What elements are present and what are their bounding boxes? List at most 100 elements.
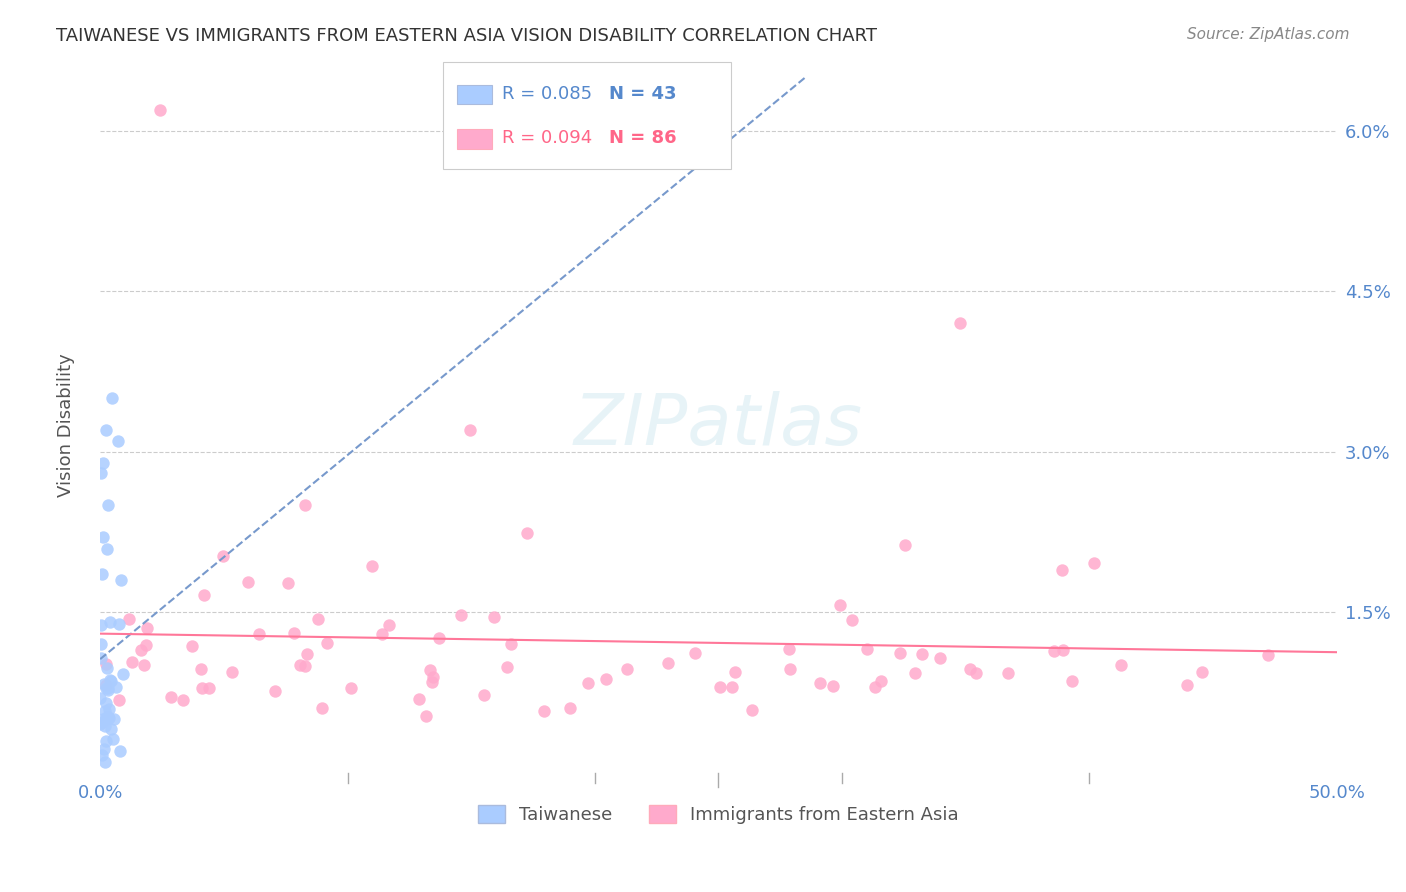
Point (415, 708, 437, 723)
Point (360, 559, 382, 574)
Point (97, 702, 120, 716)
Point (129, 642, 152, 657)
Point (118, 612, 141, 626)
Point (94, 657, 117, 671)
Point (149, 103, 172, 117)
Point (172, 693, 194, 707)
Point (316, 636, 339, 650)
Point (100, 722, 122, 736)
Point (97, 682, 120, 697)
Point (720, 680, 742, 694)
Point (949, 317, 972, 331)
Point (889, 647, 911, 661)
Point (93, 676, 115, 690)
Point (959, 662, 981, 676)
Point (1191, 665, 1213, 679)
Point (90, 467, 112, 481)
Point (103, 712, 125, 726)
Point (180, 639, 202, 653)
Point (450, 607, 472, 622)
Text: R = 0.085: R = 0.085 (502, 85, 592, 103)
Text: ZIPatlas: ZIPatlas (574, 391, 863, 459)
Point (96, 661, 118, 675)
Point (821, 679, 844, 693)
Point (94, 704, 117, 718)
Point (247, 626, 270, 640)
Point (90, 747, 112, 762)
Point (94, 681, 117, 695)
Point (741, 703, 763, 717)
Point (657, 656, 679, 670)
Point (311, 700, 333, 714)
Point (779, 662, 801, 676)
Point (427, 631, 450, 645)
Point (378, 618, 401, 632)
Text: R = 0.094: R = 0.094 (502, 129, 592, 147)
Point (190, 662, 212, 676)
Point (724, 665, 747, 679)
Point (101, 731, 124, 746)
Point (121, 656, 143, 670)
Point (90, 637, 112, 651)
Point (193, 588, 215, 602)
Point (295, 647, 318, 661)
Point (371, 626, 394, 640)
Point (709, 680, 731, 694)
Point (894, 538, 917, 552)
Point (90, 651, 112, 665)
Point (1083, 556, 1105, 570)
Point (422, 670, 444, 684)
Point (499, 637, 522, 651)
Point (97, 499, 120, 513)
Point (97, 681, 120, 696)
Point (472, 688, 495, 702)
Point (110, 573, 132, 587)
Point (107, 693, 129, 707)
Point (89, 717, 111, 731)
Point (997, 665, 1019, 680)
Point (1257, 648, 1279, 662)
Point (595, 672, 617, 686)
Point (828, 599, 851, 613)
Legend: Taiwanese, Immigrants from Eastern Asia: Taiwanese, Immigrants from Eastern Asia (470, 796, 969, 833)
Point (91, 713, 114, 727)
Point (221, 665, 243, 680)
Point (94, 677, 117, 691)
Point (263, 684, 285, 698)
Point (104, 680, 127, 694)
Point (100, 615, 122, 629)
Point (340, 681, 363, 695)
Point (294, 658, 316, 673)
Point (288, 657, 311, 672)
Point (558, 700, 581, 714)
Point (1052, 643, 1074, 657)
Point (111, 667, 134, 681)
Point (238, 574, 260, 589)
Point (94, 734, 117, 748)
Point (98, 711, 121, 725)
Point (808, 675, 831, 690)
Point (101, 392, 124, 406)
Point (307, 612, 329, 626)
Point (107, 616, 129, 631)
Point (904, 666, 927, 681)
Text: TAIWANESE VS IMMIGRANTS FROM EASTERN ASIA VISION DISABILITY CORRELATION CHART: TAIWANESE VS IMMIGRANTS FROM EASTERN ASI… (56, 27, 877, 45)
Point (100, 673, 122, 688)
Point (778, 641, 800, 656)
Point (136, 621, 159, 635)
Y-axis label: Vision Disability: Vision Disability (58, 353, 75, 497)
Point (90, 618, 112, 632)
Point (419, 663, 441, 677)
Text: N = 86: N = 86 (609, 129, 676, 147)
Point (94, 424, 117, 438)
Point (96, 541, 118, 556)
Point (93, 718, 115, 732)
Point (1175, 678, 1198, 692)
Point (197, 681, 219, 695)
Point (91, 530, 114, 544)
Point (283, 625, 305, 640)
Point (496, 660, 519, 674)
Point (911, 647, 934, 661)
Point (482, 610, 505, 624)
Point (616, 662, 638, 676)
